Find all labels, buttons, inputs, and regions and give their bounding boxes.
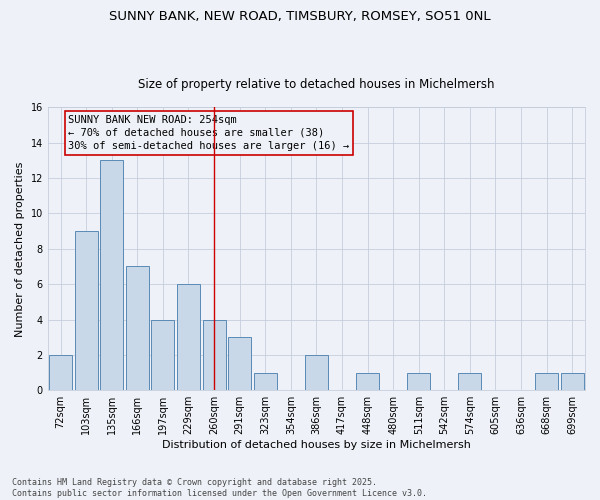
Bar xyxy=(356,372,379,390)
Text: Contains HM Land Registry data © Crown copyright and database right 2025.
Contai: Contains HM Land Registry data © Crown c… xyxy=(12,478,427,498)
Text: SUNNY BANK NEW ROAD: 254sqm
← 70% of detached houses are smaller (38)
30% of sem: SUNNY BANK NEW ROAD: 254sqm ← 70% of det… xyxy=(68,114,350,151)
Bar xyxy=(74,231,98,390)
Bar xyxy=(458,372,481,390)
Bar xyxy=(177,284,200,390)
Bar xyxy=(126,266,149,390)
X-axis label: Distribution of detached houses by size in Michelmersh: Distribution of detached houses by size … xyxy=(162,440,471,450)
Bar xyxy=(151,320,175,390)
Bar xyxy=(407,372,430,390)
Text: SUNNY BANK, NEW ROAD, TIMSBURY, ROMSEY, SO51 0NL: SUNNY BANK, NEW ROAD, TIMSBURY, ROMSEY, … xyxy=(109,10,491,23)
Y-axis label: Number of detached properties: Number of detached properties xyxy=(15,161,25,336)
Bar xyxy=(535,372,558,390)
Bar xyxy=(254,372,277,390)
Bar xyxy=(560,372,584,390)
Title: Size of property relative to detached houses in Michelmersh: Size of property relative to detached ho… xyxy=(138,78,494,91)
Bar xyxy=(305,355,328,390)
Bar xyxy=(49,355,72,390)
Bar xyxy=(100,160,123,390)
Bar xyxy=(203,320,226,390)
Bar xyxy=(228,337,251,390)
